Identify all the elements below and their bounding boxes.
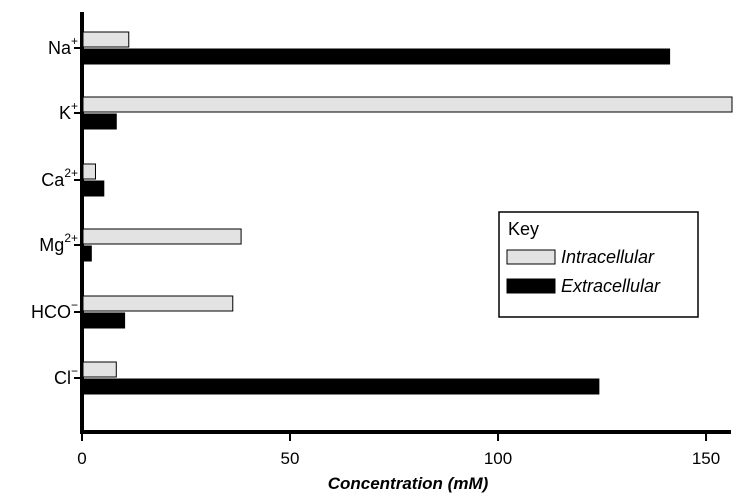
legend-swatch-extracellular — [506, 278, 556, 294]
category-label: Ca2+ — [41, 166, 78, 190]
bar-intracellular-cl — [82, 361, 117, 378]
category-label-superscript: + — [71, 99, 78, 113]
legend-label-intracellular: Intracellular — [561, 247, 655, 267]
y-axis-categories: Na+K+Ca2+Mg2+HCO−Cl− — [31, 34, 82, 388]
x-axis-label: Concentration (mM) — [328, 474, 489, 493]
legend: Key Intracellular Extracellular — [498, 211, 699, 318]
category-label-base: Ca — [41, 170, 65, 190]
chart-axes — [80, 12, 731, 434]
chart-bars — [82, 31, 733, 395]
category-label-base: Cl — [54, 368, 71, 388]
legend-label-extracellular: Extracellular — [561, 276, 661, 296]
category-label: HCO− — [31, 298, 78, 322]
category-label-superscript: 2+ — [64, 166, 78, 180]
x-tick-label: 50 — [281, 449, 300, 468]
bar-extracellular-mg — [82, 245, 92, 262]
bar-intracellular-hco — [82, 295, 234, 312]
category-label: K+ — [59, 99, 78, 123]
bar-extracellular-na — [82, 48, 671, 65]
bar-extracellular-hco — [82, 312, 126, 329]
x-tick-label: 0 — [77, 449, 86, 468]
category-label-superscript: − — [71, 364, 78, 378]
x-tick-label: 100 — [484, 449, 512, 468]
bar-extracellular-cl — [82, 378, 600, 395]
legend-swatch-intracellular — [506, 249, 556, 265]
bar-intracellular-k — [82, 96, 733, 113]
category-label: Na+ — [48, 34, 78, 58]
bar-extracellular-ca — [82, 180, 105, 197]
bar-intracellular-na — [82, 31, 130, 48]
category-label-base: HCO — [31, 302, 71, 322]
category-label-superscript: 2+ — [64, 231, 78, 245]
category-label-superscript: − — [71, 298, 78, 312]
category-label-base: K — [59, 103, 71, 123]
category-label-base: Na — [48, 38, 72, 58]
x-tick-label: 150 — [692, 449, 720, 468]
x-axis-ticks: 0 50 100 150 — [77, 432, 720, 468]
bar-intracellular-ca — [82, 163, 96, 180]
category-label: Mg2+ — [39, 231, 78, 255]
category-label: Cl− — [54, 364, 78, 388]
bar-extracellular-k — [82, 113, 117, 130]
category-label-superscript: + — [71, 34, 78, 48]
bar-intracellular-mg — [82, 228, 242, 245]
legend-title: Key — [508, 219, 539, 239]
category-label-base: Mg — [39, 235, 64, 255]
